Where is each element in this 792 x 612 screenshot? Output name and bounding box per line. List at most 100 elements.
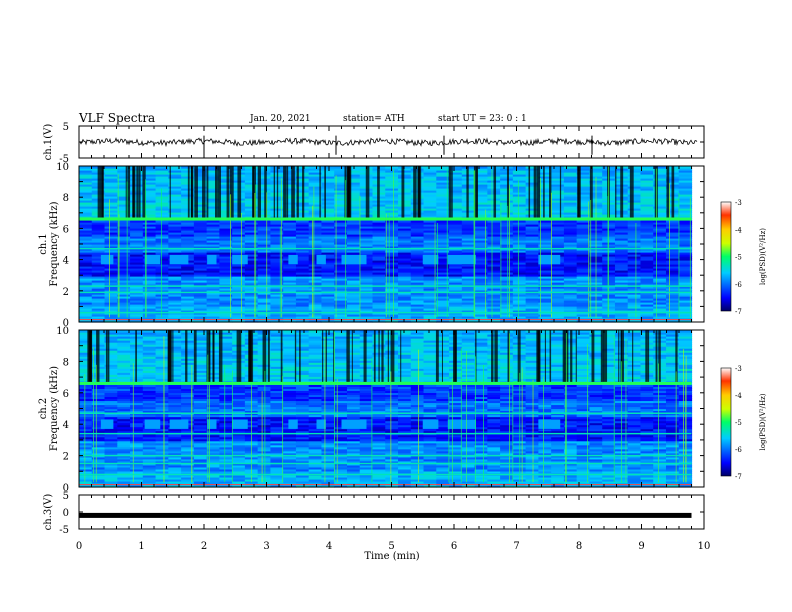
spectrogram-gap [451, 166, 453, 220]
spectrogram-gap [324, 166, 326, 220]
colorbar-tick-label: -4 [735, 392, 742, 400]
spectrogram-gap [629, 166, 634, 220]
spectrogram-gap [401, 166, 405, 220]
spectrogram-gap [491, 330, 494, 384]
spectrogram-gap [283, 166, 287, 220]
spectrogram-gap [618, 330, 620, 384]
spectrogram-gap [249, 330, 252, 384]
spectrogram-gap [88, 330, 92, 384]
y-tick-label: 0 [63, 483, 69, 494]
y-ticks-0 [79, 125, 704, 159]
x-ticks-1 [78, 166, 705, 322]
spectrogram-gap [172, 330, 174, 384]
y-tick-label: 2 [63, 452, 69, 463]
spectrogram-gap [252, 166, 254, 220]
spectrogram-gap [591, 330, 595, 384]
spectrogram-gap [645, 330, 648, 384]
y-tick-label: 4 [63, 420, 69, 431]
spectrogram-gap [217, 166, 222, 220]
y-tick-label: 5 [63, 122, 69, 133]
spectrogram-gap [218, 330, 223, 384]
spectrogram-gap [519, 330, 521, 384]
y-tick-label: 6 [63, 389, 69, 400]
colorbar-tick-label: -4 [735, 226, 742, 234]
band-segment [341, 419, 367, 429]
spectrogram-gap [226, 166, 230, 220]
spectrogram-gap [229, 166, 234, 220]
band-segment [316, 419, 326, 429]
y-ticks-2 [79, 329, 704, 488]
spectrogram-gap [493, 166, 497, 220]
spectrogram-gap [319, 166, 321, 220]
waveform-trace [79, 512, 692, 518]
x-ticks-2 [78, 330, 705, 487]
spectrogram-gap [187, 166, 190, 220]
x-tick-label: 7 [513, 541, 519, 552]
colorbar-tick-label: -5 [735, 254, 742, 262]
x-tick-label: 0 [76, 541, 82, 552]
spectrogram-gap [351, 330, 353, 384]
spectrogram-gap [377, 166, 380, 220]
y-axis-label: ch.3(V) [43, 494, 54, 531]
spectrogram-gap [533, 166, 537, 220]
band-segment [422, 419, 439, 429]
spectrogram-gap [296, 166, 299, 220]
spectrogram-gap [473, 166, 478, 220]
spectrogram-gap [280, 330, 283, 384]
spectrogram-gap [562, 330, 565, 384]
spectrogram-gap [666, 166, 670, 220]
x-ticks-3 [78, 495, 705, 529]
colorbar-tick-label: -3 [735, 365, 742, 373]
band-segment [207, 254, 217, 265]
spectrogram-gap [273, 166, 276, 220]
spectrogram-gap [549, 330, 552, 384]
spectrogram-gap [658, 330, 661, 384]
x-ticks-0 [78, 126, 705, 158]
x-tick-label: 2 [201, 541, 207, 552]
y-tick-label: 10 [56, 162, 69, 173]
band-segment [169, 419, 189, 429]
band-segment [447, 254, 476, 265]
spectrogram-gap [294, 330, 297, 384]
x-tick-label: 5 [388, 541, 394, 552]
spectrogram-gap [466, 166, 469, 220]
y-tick-label: 5 [63, 491, 69, 502]
spectrogram-gap [452, 330, 457, 384]
band-segment [288, 419, 298, 429]
x-tick-label: 9 [638, 541, 644, 552]
spectrogram-gap [577, 166, 580, 220]
spectrogram-gap [600, 330, 604, 384]
panel-frame [78, 494, 705, 530]
spectrogram-gap [142, 166, 146, 220]
y-tick-label: 8 [63, 357, 69, 368]
spectrogram-gap [363, 330, 367, 384]
spectrogram-gap [206, 166, 209, 220]
colorbar-label: log(PSD)(V²/Hz) [759, 393, 767, 450]
band-segment [288, 254, 298, 265]
colorbar-tick-label: -6 [735, 281, 742, 289]
band-segment [232, 419, 248, 429]
spectrogram-gap [291, 166, 295, 220]
spectrogram-gap [236, 330, 240, 384]
spectrogram-gap [322, 330, 324, 384]
spectrogram-gap [347, 166, 352, 220]
spectrogram-gap [615, 166, 617, 220]
spectrogram-gap [194, 166, 198, 220]
spectrogram-gap [603, 330, 608, 384]
band-segment [144, 419, 161, 429]
y-tick-label: 6 [63, 224, 69, 235]
spectrogram-gap [208, 330, 211, 384]
spectrogram-gap [127, 166, 131, 220]
spectrogram-gap [400, 330, 402, 384]
y-ticks-1 [79, 165, 704, 323]
spectrogram-gap [286, 166, 289, 220]
spectrogram-gap [214, 166, 218, 220]
spectrogram-gap [632, 330, 634, 384]
y-axis-label: ch.1(V) [43, 124, 54, 161]
band-segment [100, 419, 114, 429]
spectrogram-gap [96, 330, 98, 384]
spectrogram-gap [655, 330, 658, 384]
x-axis-label: Time (min) [364, 551, 419, 562]
spectrogram-gap [570, 330, 573, 384]
